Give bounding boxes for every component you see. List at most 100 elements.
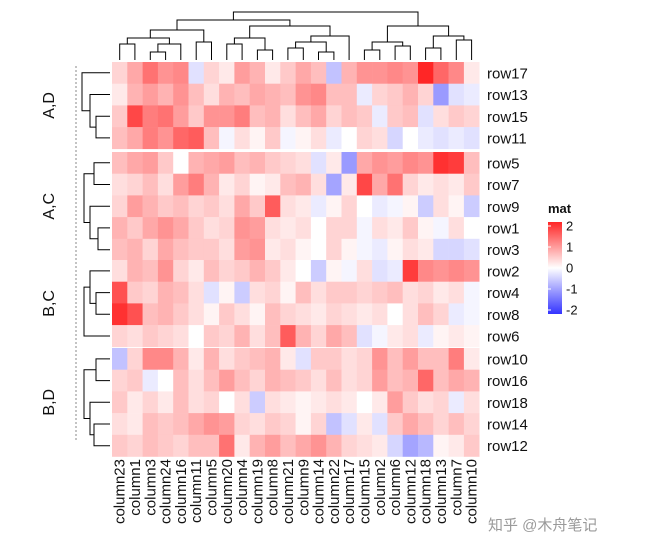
heatmap-cell: [112, 62, 128, 84]
legend-title: mat: [548, 201, 572, 216]
heatmap-cell: [265, 195, 281, 218]
column-label: column5: [203, 459, 220, 516]
heatmap-cell: [356, 152, 373, 174]
row-label: row8: [487, 307, 520, 324]
heatmap-cell: [310, 83, 327, 106]
dendrogram-branch: [95, 115, 110, 139]
heatmap-cell: [463, 260, 480, 282]
heatmap-cell: [234, 83, 250, 106]
heatmap-cell: [402, 413, 419, 436]
heatmap-cell: [356, 195, 373, 218]
heatmap-cell: [448, 127, 465, 150]
heatmap-cell: [265, 369, 281, 392]
dendrogram-branch: [226, 43, 243, 60]
heatmap-cell: [463, 369, 480, 392]
row-label: row6: [487, 328, 520, 345]
heatmap-cell: [326, 83, 342, 106]
heatmap-cell: [219, 325, 235, 348]
heatmap-cell: [356, 369, 373, 392]
group-label: B,C: [41, 290, 58, 317]
column-label: column20: [219, 459, 236, 524]
heatmap-cell: [387, 173, 403, 196]
heatmap-cell: [433, 83, 449, 106]
heatmap-cell: [295, 434, 312, 457]
heatmap-cell: [448, 281, 465, 304]
heatmap-cell: [112, 195, 128, 218]
heatmap-cell: [188, 434, 205, 457]
heatmap-cell: [112, 434, 128, 457]
heatmap-cell: [142, 195, 159, 218]
heatmap-cell: [234, 238, 250, 261]
heatmap-cell: [418, 105, 434, 128]
heatmap-cell: [463, 217, 480, 240]
heatmap-cell: [372, 62, 388, 84]
column-label: column6: [387, 459, 404, 516]
heatmap-cell: [188, 62, 205, 84]
heatmap-cell: [418, 348, 434, 370]
heatmap-cell: [142, 127, 159, 150]
heatmap-cell: [418, 413, 434, 436]
heatmap-cell: [188, 413, 205, 436]
heatmap-cell: [188, 127, 205, 150]
heatmap-cell: [310, 195, 327, 218]
column-label: column1: [127, 459, 144, 516]
heatmap-cell: [203, 217, 220, 240]
heatmap-cell: [203, 434, 220, 457]
heatmap-cell: [356, 238, 373, 261]
row-label: row4: [487, 285, 520, 302]
heatmap-cell: [127, 105, 143, 128]
heatmap-cell: [280, 413, 296, 436]
heatmap-cell: [280, 152, 296, 174]
heatmap-cell: [356, 217, 373, 240]
row-label: row15: [487, 109, 528, 126]
column-label: column23: [112, 459, 129, 524]
heatmap-cell: [463, 348, 480, 370]
heatmap-cell: [173, 413, 189, 436]
heatmap-cell: [326, 369, 342, 392]
heatmap-cell: [219, 413, 235, 436]
row-label: row9: [487, 199, 520, 216]
heatmap-cell: [448, 413, 465, 436]
heatmap-cell: [295, 105, 312, 128]
heatmap-cell: [356, 325, 373, 348]
dendrogram-branch: [89, 94, 110, 128]
heatmap-cell: [265, 62, 281, 84]
heatmap-cell: [418, 391, 434, 414]
heatmap-cell: [448, 173, 465, 196]
heatmap-cell: [356, 260, 373, 282]
heatmap-cell: [433, 217, 449, 240]
heatmap-cell: [234, 369, 250, 392]
heatmap-cell: [265, 260, 281, 282]
heatmap-cell: [234, 325, 250, 348]
heatmap-cell: [418, 83, 434, 106]
heatmap-cell: [387, 325, 403, 348]
heatmap-cell: [234, 348, 250, 370]
dendrogram-branch: [432, 35, 465, 48]
heatmap-cell: [433, 127, 449, 150]
heatmap-cell: [433, 413, 449, 436]
heatmap-cell: [249, 152, 266, 174]
row-label: row18: [487, 395, 528, 412]
heatmap-cell: [341, 348, 358, 370]
heatmap-cell: [203, 281, 220, 304]
heatmap-cell: [219, 62, 235, 84]
dendrogram-branch: [256, 49, 274, 60]
row-label: row3: [487, 242, 520, 259]
heatmap-cell: [112, 217, 128, 240]
heatmap-cell: [341, 105, 358, 128]
column-label: column3: [142, 459, 159, 516]
dendrogram-branch: [318, 51, 335, 60]
heatmap-cell: [157, 348, 174, 370]
heatmap-cell: [188, 348, 205, 370]
heatmap-cell: [203, 105, 220, 128]
heatmap-cell: [203, 127, 220, 150]
heatmap-cell: [112, 281, 128, 304]
heatmap-cell: [463, 105, 480, 128]
heatmap-cell: [173, 260, 189, 282]
heatmap-cell: [341, 281, 358, 304]
heatmap-cell: [203, 83, 220, 106]
heatmap-cell: [234, 303, 250, 326]
heatmap-cell: [142, 83, 159, 106]
heatmap-cell: [142, 260, 159, 282]
heatmap-cell: [356, 348, 373, 370]
